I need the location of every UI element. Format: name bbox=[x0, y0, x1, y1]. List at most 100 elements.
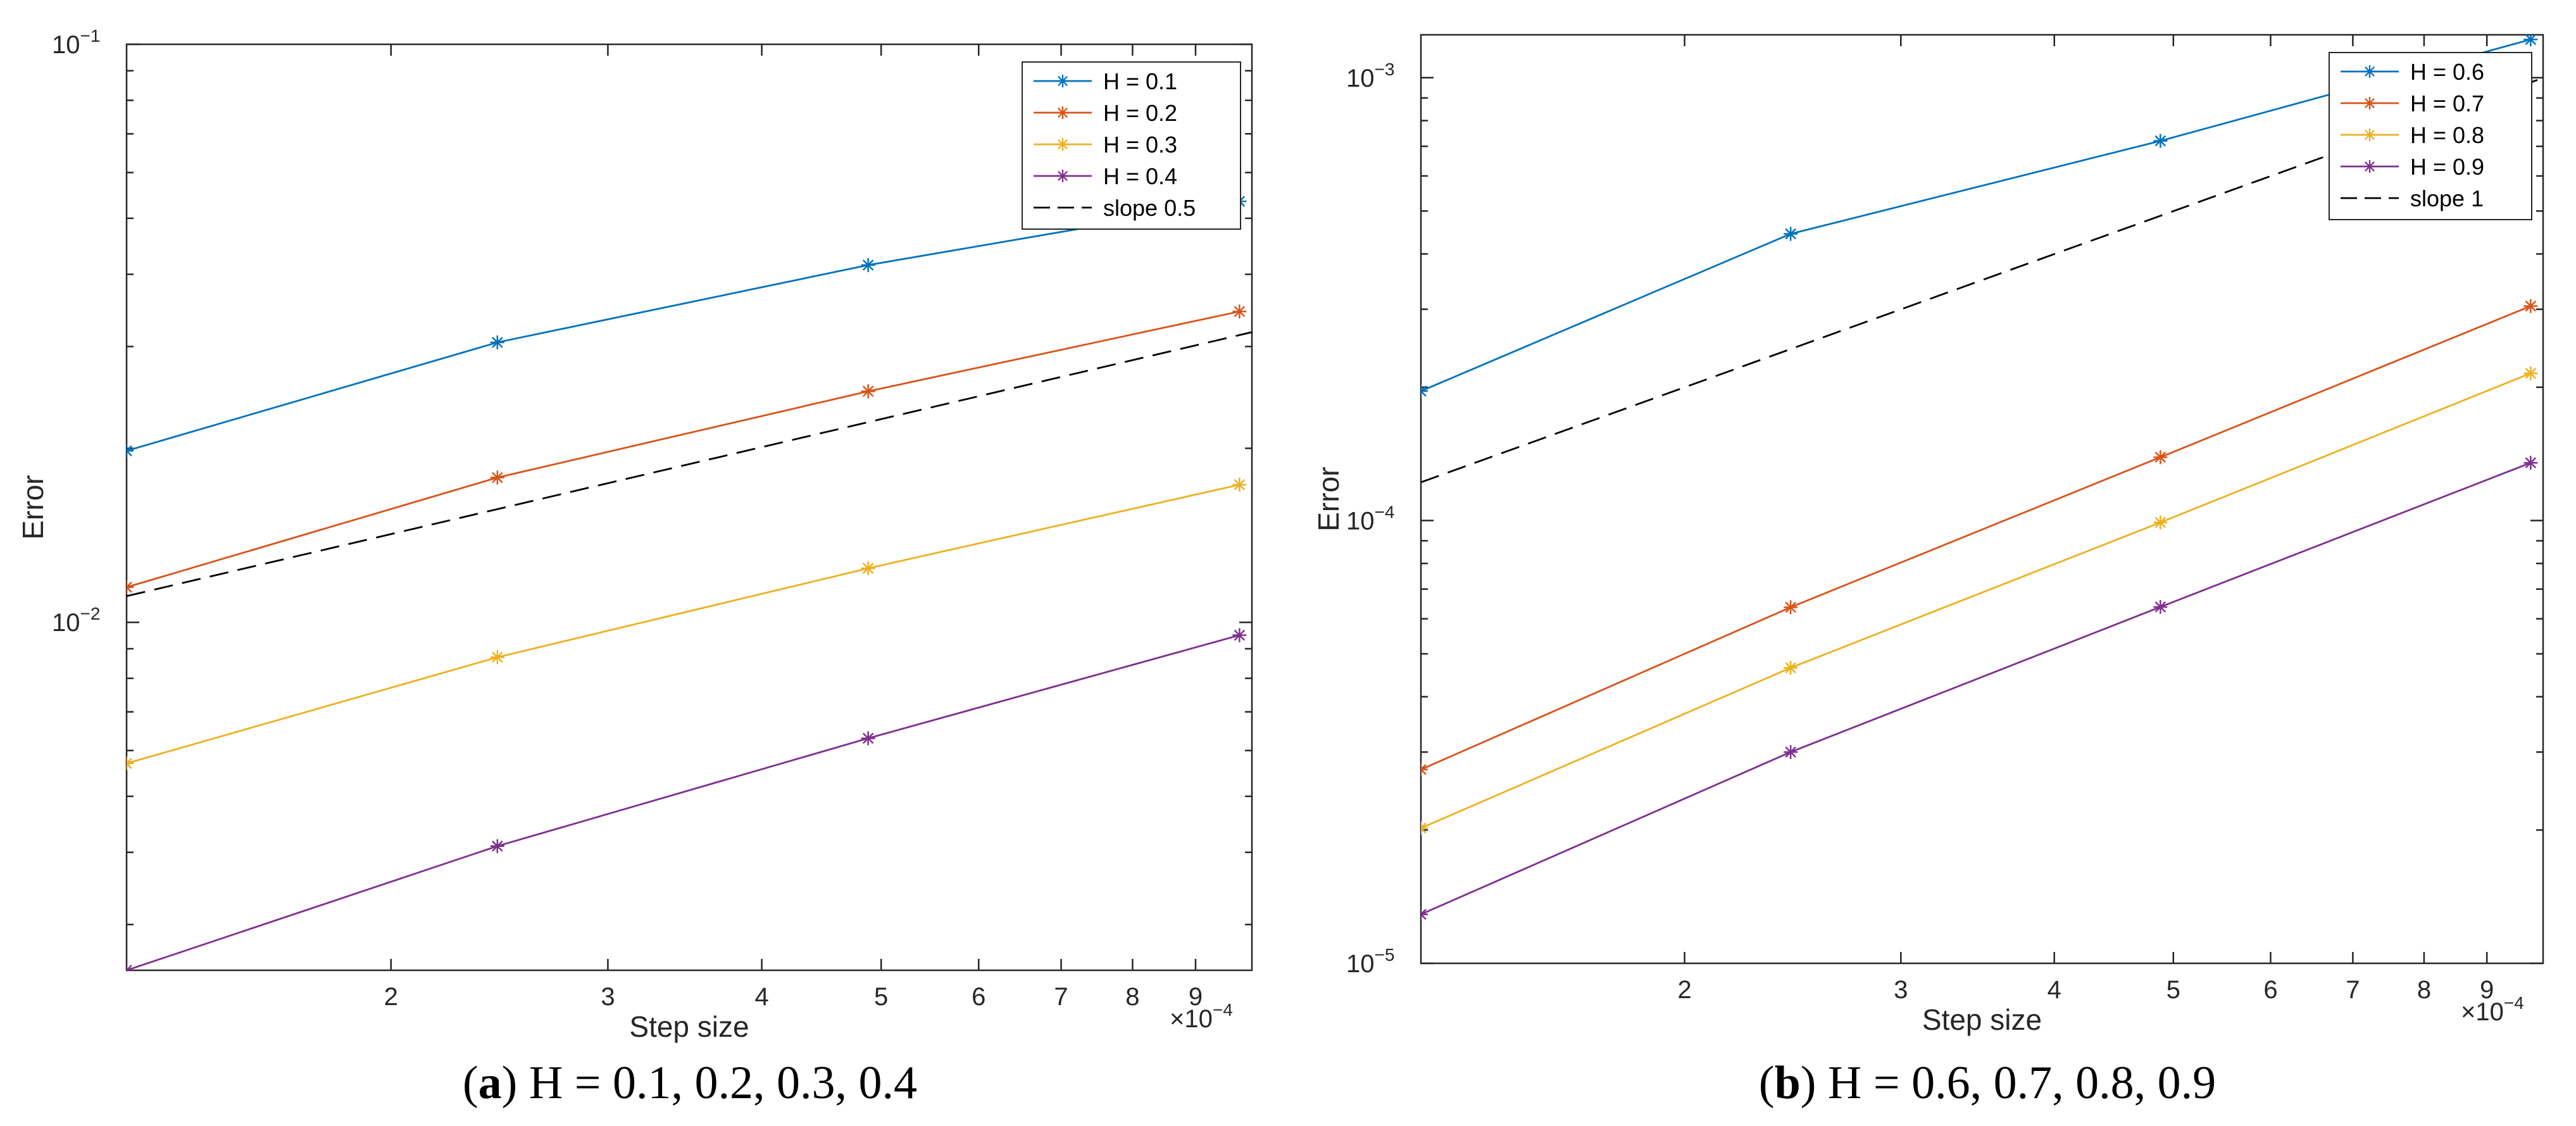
marker-stroke bbox=[2364, 161, 2375, 172]
marker-stroke bbox=[1421, 908, 1427, 916]
data-point-h-0-8 bbox=[2523, 366, 2538, 380]
legend-label: H = 0.3 bbox=[1103, 132, 1177, 158]
series-line-slope-0-5 bbox=[127, 331, 1252, 597]
legend-item-h-0-3[interactable]: H = 0.3 bbox=[1034, 132, 1177, 158]
data-point-h-0-3 bbox=[490, 650, 504, 665]
legend-marker bbox=[2363, 128, 2376, 141]
panel-b: 2 3 4 5 6 7 8 9 10−5 10−4 10−3 Step size Error ×10−4 H… bbox=[1312, 34, 2544, 1109]
series-line-h-0-4 bbox=[127, 634, 1240, 970]
x-tick-label: 8 bbox=[2417, 976, 2431, 1004]
marker-stroke bbox=[492, 337, 503, 348]
legend-item-h-0-2[interactable]: H = 0.2 bbox=[1034, 100, 1177, 126]
series-line-h-0-7 bbox=[1421, 305, 2531, 771]
legend-marker bbox=[2363, 65, 2376, 78]
marker-stroke bbox=[1234, 629, 1246, 641]
marker-stroke bbox=[1421, 385, 1427, 392]
legend-item-h-0-8[interactable]: H = 0.8 bbox=[2341, 122, 2484, 148]
data-point-h-0-9 bbox=[2523, 456, 2538, 470]
data-point-h-0-9 bbox=[1421, 907, 1428, 922]
marker-stroke bbox=[1234, 306, 1246, 317]
marker-stroke bbox=[2364, 129, 2375, 141]
data-point-h-0-7 bbox=[1421, 762, 1428, 777]
data-point-h-0-8 bbox=[1784, 661, 1798, 675]
legend: H = 0.1 H = 0.2 H = 0.3 H = 0.4 slope 0.5 bbox=[1022, 61, 1241, 230]
x-tick-label: 4 bbox=[2048, 976, 2061, 1004]
legend-item-h-0-4[interactable]: H = 0.4 bbox=[1034, 163, 1177, 189]
figure-caption: (b) H = 0.6, 0.7, 0.8, 0.9 bbox=[1759, 1057, 2216, 1109]
marker-stroke bbox=[492, 651, 503, 663]
x-axis-multiplier: ×10−4 bbox=[1170, 1000, 1233, 1033]
marker-stroke bbox=[1057, 139, 1068, 150]
y-axis-label: Error bbox=[16, 475, 49, 539]
data-point-h-0-9 bbox=[1784, 745, 1798, 760]
marker-stroke bbox=[2154, 601, 2166, 613]
x-tick-label: 5 bbox=[874, 983, 888, 1011]
marker-stroke bbox=[862, 259, 874, 271]
marker-stroke bbox=[127, 758, 132, 765]
legend-marker bbox=[2363, 160, 2376, 173]
data-point-h-0-2 bbox=[127, 580, 134, 594]
legend-item-h-0-1[interactable]: H = 0.1 bbox=[1034, 68, 1177, 94]
legend-item-slope-0-5[interactable]: slope 0.5 bbox=[1034, 195, 1196, 221]
data-point-h-0-1 bbox=[490, 335, 504, 349]
marker-stroke bbox=[2154, 451, 2166, 463]
legend-item-h-0-6[interactable]: H = 0.6 bbox=[2341, 59, 2484, 85]
marker-stroke bbox=[1234, 479, 1246, 491]
marker-stroke bbox=[1785, 601, 1796, 613]
legend-box bbox=[2329, 52, 2532, 220]
x-tick-label: 2 bbox=[384, 983, 398, 1011]
legend-label: H = 0.2 bbox=[1103, 100, 1177, 126]
data-point-h-0-8 bbox=[1421, 821, 1428, 835]
marker-stroke bbox=[1057, 75, 1068, 87]
legend-marker bbox=[1056, 170, 1069, 182]
marker-stroke bbox=[2154, 516, 2166, 529]
x-tick-label: 4 bbox=[754, 983, 768, 1011]
y-tick-label: 10−4 bbox=[1346, 502, 1394, 535]
legend-label: slope 1 bbox=[2410, 185, 2484, 211]
marker-stroke bbox=[127, 965, 132, 970]
data-point-h-0-8 bbox=[2153, 515, 2168, 530]
marker-stroke bbox=[1421, 768, 1427, 775]
data-point-h-0-4 bbox=[490, 839, 504, 853]
x-tick-label: 9 bbox=[2480, 976, 2494, 1004]
x-tick-label: 6 bbox=[972, 983, 985, 1011]
x-axis-label: Step size bbox=[629, 1010, 749, 1043]
marker-stroke bbox=[127, 586, 132, 593]
series-line-h-0-9 bbox=[1421, 461, 2531, 915]
marker-stroke bbox=[1421, 913, 1427, 920]
y-tick-label: 10−3 bbox=[1346, 59, 1394, 92]
x-tick-label: 3 bbox=[601, 983, 615, 1011]
marker-stroke bbox=[127, 445, 132, 453]
marker-stroke bbox=[862, 385, 874, 397]
legend-item-h-0-7[interactable]: H = 0.7 bbox=[2341, 91, 2484, 116]
data-point-h-0-3 bbox=[127, 756, 134, 771]
legend-marker bbox=[1056, 75, 1069, 87]
legend-label: slope 0.5 bbox=[1103, 195, 1196, 221]
marker-stroke bbox=[2154, 135, 2166, 147]
series-line-h-0-1 bbox=[127, 200, 1240, 452]
series-line-h-0-3 bbox=[127, 484, 1240, 765]
legend-item-slope-1[interactable]: slope 1 bbox=[2341, 185, 2484, 211]
data-point-h-0-1 bbox=[127, 444, 134, 458]
x-tick-label: 2 bbox=[1677, 976, 1691, 1004]
data-point-h-0-1 bbox=[861, 258, 875, 272]
data-point-h-0-7 bbox=[2153, 450, 2168, 465]
x-tick-label: 8 bbox=[1125, 983, 1139, 1011]
legend-label: H = 0.7 bbox=[2410, 91, 2484, 116]
legend-item-h-0-9[interactable]: H = 0.9 bbox=[2341, 154, 2484, 180]
x-tick-label: 9 bbox=[1189, 983, 1203, 1011]
data-point-h-0-9 bbox=[2153, 599, 2168, 614]
x-tick-label: 5 bbox=[2166, 976, 2180, 1004]
legend-label: H = 0.4 bbox=[1103, 163, 1177, 189]
data-point-h-0-6 bbox=[1784, 227, 1798, 241]
marker-stroke bbox=[1421, 822, 1427, 830]
legend-marker bbox=[2363, 97, 2376, 109]
marker-stroke bbox=[1785, 228, 1796, 240]
legend-label: H = 0.9 bbox=[2410, 154, 2484, 180]
data-point-h-0-4 bbox=[1232, 628, 1247, 642]
y-axis-label: Error bbox=[1312, 466, 1345, 531]
legend-label: H = 0.6 bbox=[2410, 59, 2484, 85]
data-point-h-0-7 bbox=[2523, 299, 2538, 313]
data-point-h-0-2 bbox=[861, 384, 875, 399]
